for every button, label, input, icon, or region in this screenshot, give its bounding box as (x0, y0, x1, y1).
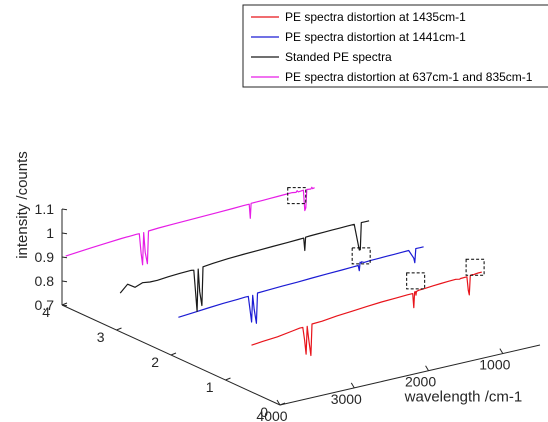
legend-label-1: PE spectra distortion at 1435cm-1 (285, 10, 466, 24)
z-tick-label: 1 (46, 225, 54, 241)
series-line-2 (178, 246, 424, 324)
z-tick-label: 0.8 (35, 273, 55, 289)
y-tick-label: 3 (97, 329, 105, 345)
y-tick-mark (225, 377, 231, 381)
legend-label-4: PE spectra distortion at 637cm-1 and 835… (285, 70, 533, 84)
legend-label-2: PE spectra distortion at 1441cm-1 (285, 30, 466, 44)
y-tick-mark (61, 302, 68, 306)
x-axis-line (279, 344, 541, 406)
z-axis-label: intensity /counts (14, 151, 31, 259)
y-tick-label: 4 (42, 304, 50, 320)
legend-label-3: Standed PE spectra (285, 50, 392, 64)
series-layer (65, 186, 482, 357)
z-tick-mark (61, 208, 68, 211)
x-tick-label: 2000 (405, 374, 436, 390)
y-tick-label: 1 (206, 379, 214, 395)
annotation-box-4 (465, 258, 485, 276)
annotation-box-2 (351, 247, 371, 265)
y-tick-label: 2 (151, 354, 159, 370)
y-tick-mark (279, 402, 286, 406)
axes: 0.7 0.8 0.9 1 1.1 4000 3000 2000 1000 0 1 2 3 4 intens… (14, 151, 541, 422)
z-tick-mark (61, 232, 68, 235)
annotation-box-1 (287, 187, 307, 205)
x-tick-label: 3000 (331, 391, 362, 407)
series-line-1 (251, 271, 482, 357)
y-tick-mark (116, 327, 122, 331)
x-tick-mark (499, 348, 504, 354)
x-tick-mark (276, 399, 281, 406)
y-tick-mark (170, 352, 177, 356)
z-tick-mark (61, 256, 68, 259)
series-line-4 (65, 186, 315, 266)
y-tick-label: 0 (260, 404, 268, 420)
x-tick-mark (425, 365, 430, 371)
annotation-layer (287, 187, 485, 290)
z-tick-label: 0.9 (35, 249, 55, 265)
x-tick-label: 4000 (256, 408, 287, 422)
series-line-3 (119, 220, 370, 312)
legend: PE spectra distortion at 1435cm-1 PE spec… (242, 4, 548, 88)
legend-box (242, 4, 548, 88)
z-tick-mark (61, 280, 68, 283)
x-axis-label: wavelength /cm-1 (404, 388, 523, 405)
x-tick-mark (350, 382, 355, 389)
z-tick-label: 0.7 (35, 297, 55, 313)
z-tick-label: 1.1 (35, 201, 55, 217)
annotation-box-3 (406, 272, 426, 290)
x-tick-label: 1000 (479, 357, 510, 373)
